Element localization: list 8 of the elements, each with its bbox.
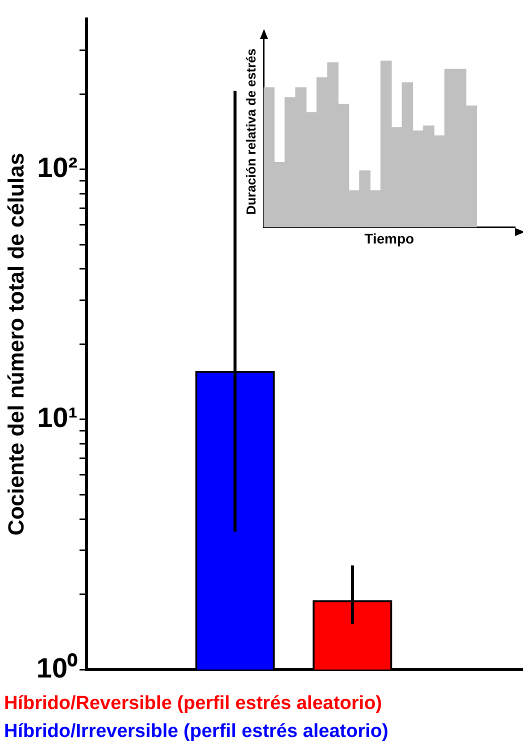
y-axis-title: Cociente del número total de células [3, 152, 28, 536]
text: Híbrido/Irreversible (perfil estrés aleatorio) [4, 720, 388, 744]
y-tick-label: 10⁰ [36, 652, 78, 684]
series-label: Híbrido/Reversible (perfil estrés aleatorio) [4, 692, 384, 716]
y-axis-title: Duración relativa de estrés [243, 48, 258, 215]
x-axis-title: Tiempo [364, 230, 414, 246]
y-tick-label: 10¹ [37, 402, 78, 434]
y-tick-label: 10² [37, 152, 78, 184]
